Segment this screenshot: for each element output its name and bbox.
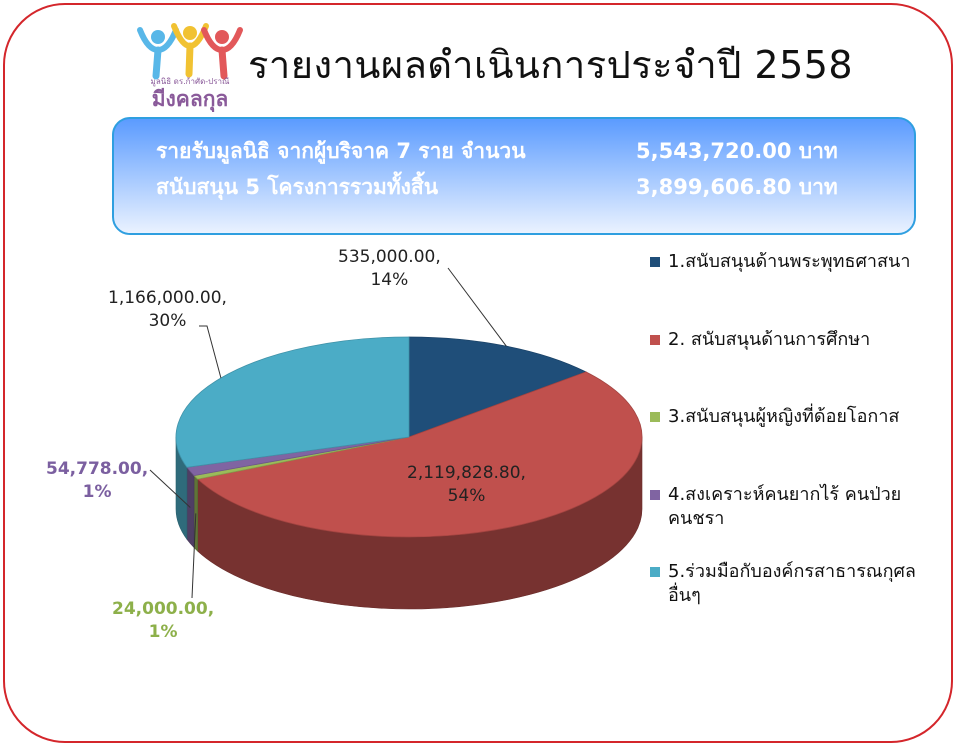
- data-label-value: 54,778.00,: [46, 459, 149, 479]
- leader-line-3: [191, 513, 197, 599]
- legend-swatch: [650, 335, 660, 345]
- legend-label-line2: คนชรา: [668, 508, 725, 529]
- data-label-3: 24,000.00, 1%: [112, 598, 214, 644]
- data-label-percent: 54%: [447, 486, 486, 506]
- legend-swatch: [650, 490, 660, 500]
- pie-slice-1: [408, 336, 587, 438]
- pie-slices: [175, 336, 643, 538]
- legend-label: 4.สงเคราะห์คนยากไร้ คนป่วย: [668, 484, 902, 505]
- data-label-value: 2,119,828.80,: [407, 463, 526, 483]
- summary-support-label: สนับสนุน 5 โครงการรวมทั้งสิ้น: [156, 175, 439, 199]
- data-label-2: 2,119,828.80, 54%: [407, 462, 526, 508]
- pie-side-4: [186, 466, 195, 549]
- pie-slice-2: [196, 371, 643, 538]
- summary-box: รายรับมูลนิธิ จากผู้บริจาค 7 ราย จำนวน 5…: [112, 117, 916, 235]
- data-label-percent: 30%: [148, 311, 187, 331]
- leader-line-1: [447, 267, 507, 347]
- legend-swatch: [650, 567, 660, 577]
- summary-income-label: รายรับมูลนิธิ จากผู้บริจาค 7 ราย จำนวน: [156, 139, 526, 163]
- data-label-percent: 1%: [82, 482, 112, 502]
- data-label-5: 1,166,000.00, 30%: [108, 287, 227, 333]
- legend-label-line2: อื่นๆ: [668, 585, 701, 606]
- legend-swatch: [650, 412, 660, 422]
- leader-line-4: [149, 469, 191, 508]
- data-label-percent: 1%: [148, 622, 178, 642]
- summary-income-value: 5,543,720.00 บาท: [636, 139, 838, 163]
- data-label-value: 24,000.00,: [112, 599, 215, 619]
- leader-line-5: [199, 325, 222, 379]
- legend-swatch: [650, 257, 660, 267]
- legend-label: 5.ร่วมมือกับองค์กรสาธารณกุศล: [668, 561, 916, 582]
- legend-label: 2. สนับสนุนด้านการศึกษา: [668, 329, 871, 350]
- pie-chart: [149, 267, 643, 610]
- data-label-value: 1,166,000.00,: [108, 288, 227, 308]
- leader-lines: [149, 267, 507, 599]
- data-label-value: 535,000.00,: [338, 247, 441, 267]
- foundation-logo: มูลนิธิ ดร.ก้าศัด-ปราณี มีงคลกุล: [137, 23, 243, 112]
- logo-figure-right: [201, 27, 243, 80]
- legend-label: 1.สนับสนุนด้านพระพุทธศาสนา: [668, 251, 911, 272]
- data-label-4: 54,778.00, 1%: [46, 458, 148, 504]
- data-label-percent: 14%: [370, 270, 409, 290]
- summary-support-value: 3,899,606.80 บาท: [636, 175, 838, 199]
- data-label-1: 535,000.00, 14%: [338, 246, 441, 292]
- pie-slice-5: [175, 336, 410, 468]
- logo-caption-small: มูลนิธิ ดร.ก้าศัด-ปราณี: [151, 77, 230, 87]
- legend-label: 3.สนับสนุนผู้หญิงที่ด้อยโอกาส: [668, 406, 900, 427]
- page-title: รายงานผลดำเนินการประจำปี 2558: [248, 43, 854, 87]
- logo-figure-left: [137, 27, 179, 80]
- logo-figure-middle: [171, 23, 209, 78]
- logo-caption-big: มีงคลกุล: [152, 87, 229, 112]
